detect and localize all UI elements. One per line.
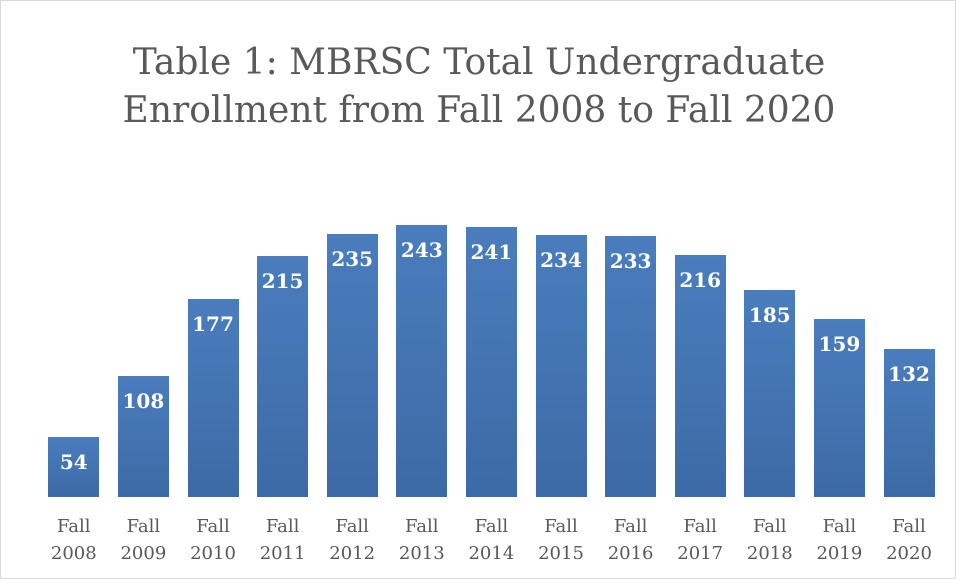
data-label: 54 bbox=[59, 449, 88, 474]
data-label: 159 bbox=[818, 332, 861, 357]
data-label: 215 bbox=[261, 269, 304, 294]
x-tick-label: Fall 2008 bbox=[50, 516, 97, 564]
data-label: 185 bbox=[748, 302, 791, 327]
bar bbox=[117, 376, 169, 497]
bar bbox=[535, 235, 587, 497]
x-tick-label: Fall 2011 bbox=[259, 516, 306, 564]
data-label: 235 bbox=[331, 246, 374, 271]
bar bbox=[326, 233, 378, 497]
x-tick-label: Fall 2017 bbox=[677, 516, 724, 564]
x-tick-label: Fall 2020 bbox=[886, 516, 932, 564]
x-tick-label: Fall 2013 bbox=[398, 516, 445, 564]
bar bbox=[744, 289, 796, 497]
x-tick-label: Fall 2010 bbox=[190, 516, 236, 564]
data-label: 241 bbox=[470, 240, 513, 265]
x-tick-label: Fall 2016 bbox=[607, 516, 654, 564]
bar bbox=[465, 227, 517, 497]
x-tick-label: Fall 2009 bbox=[120, 516, 167, 564]
bar bbox=[605, 236, 657, 497]
bar bbox=[883, 349, 935, 497]
data-label: 132 bbox=[888, 362, 930, 387]
chart-title: Table 1: MBRSC Total Undergraduate Enrol… bbox=[122, 42, 836, 131]
data-label: 108 bbox=[122, 389, 165, 414]
bar bbox=[48, 436, 100, 497]
bar bbox=[674, 255, 726, 497]
x-tick-label: Fall 2015 bbox=[538, 516, 584, 564]
x-tick-label: Fall 2019 bbox=[816, 516, 863, 564]
x-tick-label: Fall 2012 bbox=[329, 516, 376, 564]
bar bbox=[813, 319, 865, 497]
bar bbox=[187, 298, 239, 497]
data-label: 216 bbox=[679, 268, 722, 293]
data-label: 233 bbox=[609, 249, 652, 274]
data-label: 177 bbox=[192, 311, 234, 336]
data-label: 234 bbox=[540, 248, 582, 273]
bar bbox=[257, 256, 309, 497]
bar bbox=[396, 225, 448, 497]
data-label: 243 bbox=[400, 238, 443, 262]
x-tick-label: Fall 2018 bbox=[746, 516, 793, 564]
x-tick-label: Fall 2014 bbox=[468, 516, 515, 564]
